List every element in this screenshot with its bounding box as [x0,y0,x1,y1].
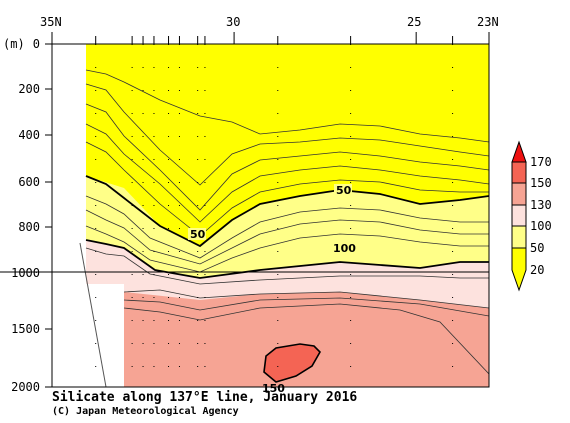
color-bar-label: 130 [530,198,552,212]
color-bar-label: 50 [530,241,544,255]
contour-line [123,289,489,309]
color-bar-swatch-170-plus [511,140,527,163]
contour-label: 50 [336,184,352,197]
contour-line [85,83,489,186]
chart-credit: (C) Japan Meteorological Agency [52,406,239,417]
contour-line [85,103,489,211]
contour-line [85,141,489,237]
contour-line [85,69,489,143]
y-tick-label: 400 [18,128,40,142]
contour-line [85,247,489,285]
no-data-region [52,44,124,387]
y-tick-label: 1000 [11,266,40,280]
color-bar-swatch-150-170 [511,161,527,184]
x-axis-labels: 35N 30 25 23N [40,15,499,29]
thin-contours [85,69,489,375]
contour-line [123,303,489,375]
y-tick-label: 2000 [11,380,40,394]
color-bar-swatch-50-100 [511,225,527,249]
bold-contours [85,175,489,279]
plot-area [52,44,489,387]
contour-label-bg [334,184,352,196]
contour-line-50 [85,175,489,248]
contour-line [85,195,489,259]
y-tick-label: 200 [18,82,40,96]
station-ticks [51,32,490,44]
y-tick-label: 0 [33,37,40,51]
contour-labels: 50 50 100 150 [188,184,356,395]
y-axis-unit-label: (m) [3,37,25,51]
y-axis-labels: 0 200 400 600 800 1000 1500 2000 [11,37,40,394]
contour-label-bg [331,242,355,254]
chart-title: Silicate along 137°E line, January 2016 [52,390,358,405]
color-bar-swatch-130-150 [511,182,527,206]
x-tick-label: 25 [407,15,421,29]
plot-frame [51,43,490,388]
color-bar-label: 100 [530,219,552,233]
contour-line-100 [85,239,489,279]
y-ticks [45,43,52,388]
contour-label: 50 [190,228,206,241]
contour-label: 150 [262,382,285,395]
contour-label: 100 [333,242,356,255]
contour-label-bg [188,228,206,240]
y-tick-label: 1500 [11,322,40,336]
seafloor-line [79,242,107,387]
contour-line [85,209,489,265]
contour-line [123,297,489,317]
contour-line [85,123,489,223]
x-tick-label: 23N [477,15,499,29]
color-bar-swatch-20-50 [511,247,527,292]
x-tick-label: 30 [226,15,240,29]
y-tick-label: 800 [18,220,40,234]
y-tick-label: 600 [18,175,40,189]
color-bar: 170 150 130 100 50 20 [511,140,552,292]
color-bar-swatch-100-130 [511,204,527,227]
band-150-170-core [263,343,321,383]
color-bar-label: 150 [530,176,552,190]
color-bar-label: 20 [530,263,544,277]
contour-line [85,225,489,273]
x-tick-label: 35N [40,15,62,29]
color-bar-label: 170 [530,155,552,169]
